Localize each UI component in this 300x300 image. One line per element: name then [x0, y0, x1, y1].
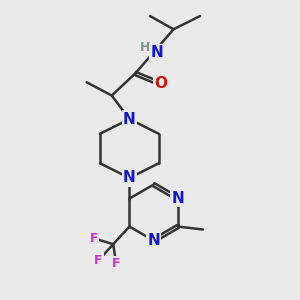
Text: F: F: [90, 232, 98, 245]
Text: N: N: [147, 233, 160, 248]
Text: N: N: [150, 45, 163, 60]
Text: O: O: [154, 76, 167, 91]
Text: N: N: [123, 112, 136, 127]
Text: N: N: [172, 191, 184, 206]
Text: F: F: [94, 254, 103, 267]
Text: H: H: [140, 41, 150, 54]
Text: N: N: [123, 170, 136, 185]
Text: F: F: [112, 257, 120, 270]
